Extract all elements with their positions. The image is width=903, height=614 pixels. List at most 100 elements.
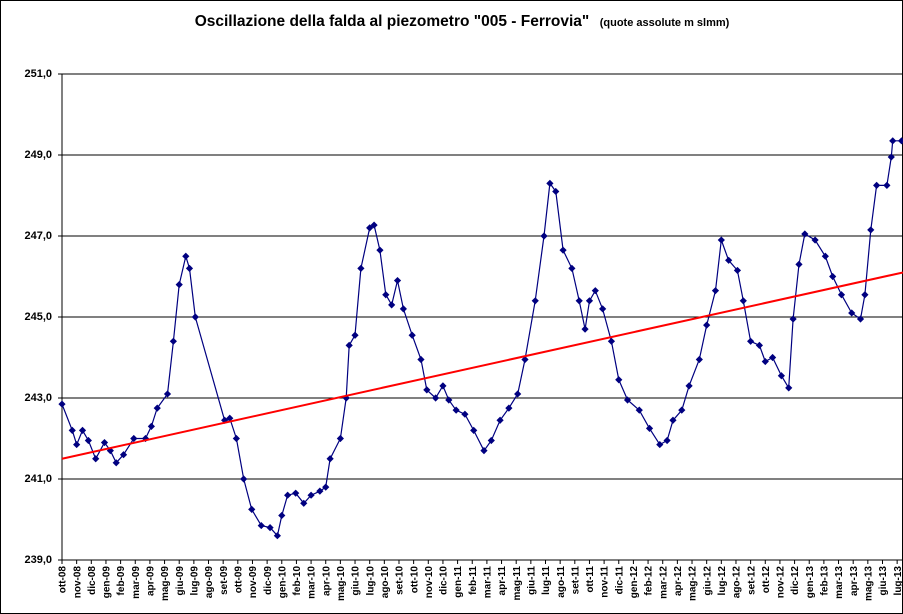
x-tick-label: apr-10 [321,566,332,596]
data-point [106,447,114,455]
data-point [801,230,809,238]
x-tick-label: feb-11 [468,566,479,595]
data-point [685,382,693,390]
x-tick-label: gen-13 [805,566,816,599]
data-point [278,511,286,520]
data-point [848,309,856,317]
x-tick-label: mar-13 [834,566,845,599]
data-point [92,455,100,463]
x-tick-label: set-10 [395,566,406,595]
data-point [130,434,138,443]
x-tick-label: lug-13 [893,566,903,596]
data-point [656,440,664,449]
data-point [351,331,359,339]
trend-line [61,271,903,460]
data-point [889,137,897,145]
x-tick-label: feb-10 [292,566,303,596]
x-tick-label: apr-12 [673,566,684,596]
data-point [185,264,194,272]
data-point [257,521,265,530]
data-point [307,491,315,499]
x-tick-label: ott-10 [409,566,420,594]
x-tick-label: set-12 [746,566,757,595]
data-point [73,440,81,449]
data-point [336,434,344,443]
x-tick-label: feb-09 [116,566,127,596]
data-point [856,315,865,323]
data-point [496,416,504,424]
x-tick-label: mar-09 [131,566,142,599]
data-point [883,181,891,189]
data-point [240,475,248,483]
x-tick-label: nov-12 [776,566,787,599]
x-tick-label: dic-09 [263,566,274,595]
data-point [873,181,881,189]
data-point [432,394,440,402]
data-point [521,355,529,364]
data-point [514,390,522,398]
data-point [581,325,589,333]
x-tick-label: ago-12 [732,566,743,599]
data-point [408,331,416,339]
x-tick-label: lug-10 [365,566,376,596]
data-point [811,236,819,244]
data-point [100,438,109,447]
data-point [645,424,654,432]
data-point [837,291,846,299]
x-tick-label: giu-10 [351,566,362,596]
data-point [163,390,172,398]
data-point [175,281,183,289]
data-point [445,396,453,404]
data-point [861,291,869,299]
data-point [785,384,793,392]
data-point [191,313,199,321]
x-tick-label: lug-11 [541,566,552,595]
data-point [623,396,632,404]
x-tick-label: nov-09 [248,566,259,599]
x-tick-label: giu-09 [175,566,186,596]
data-point [711,287,720,295]
x-tick-label: ago-10 [380,566,391,599]
chart-subtitle: (quote assolute m slmm) [600,17,730,29]
x-tick-label: dic-11 [614,566,625,595]
data-point [226,414,234,422]
x-tick-label: dic-08 [87,566,98,595]
data-point [678,406,686,414]
data-point [733,266,742,275]
x-tick-label: mar-11 [483,566,494,599]
chart-title-line: Oscillazione della falda al piezometro "… [195,13,730,30]
data-point [232,434,240,443]
data-point [540,232,548,240]
data-point [388,301,396,309]
x-tick-label: ago-11 [556,566,567,598]
data-point [153,404,161,412]
data-point [663,436,671,445]
x-tick-label: gen-11 [453,566,464,598]
x-tick-label: mag-13 [863,566,874,601]
data-point [248,505,256,513]
data-point [119,451,128,459]
x-tick-label: nov-11 [600,566,611,598]
data-point [789,315,797,323]
x-tick-label: feb-12 [644,566,655,596]
x-tick-label: nov-10 [424,566,435,599]
data-point [755,341,764,349]
x-tick-label: mag-09 [160,566,171,601]
y-tick-label: 243,0 [24,392,52,404]
x-tick-label: mar-10 [307,566,318,599]
x-tick-label: gen-12 [629,566,640,599]
data-point [399,305,407,313]
x-tick-label: ago-09 [204,566,215,599]
data-point [112,459,120,467]
data-point [84,436,92,445]
data-point [147,422,155,430]
x-tick-label: lug-12 [717,566,728,596]
data-point [821,252,829,260]
data-point [366,224,374,232]
x-tick-label: set-11 [570,566,581,595]
x-tick-label: set-09 [219,566,230,595]
data-point [568,264,576,272]
data-point [505,404,513,412]
x-tick-label: giu-13 [878,566,889,596]
